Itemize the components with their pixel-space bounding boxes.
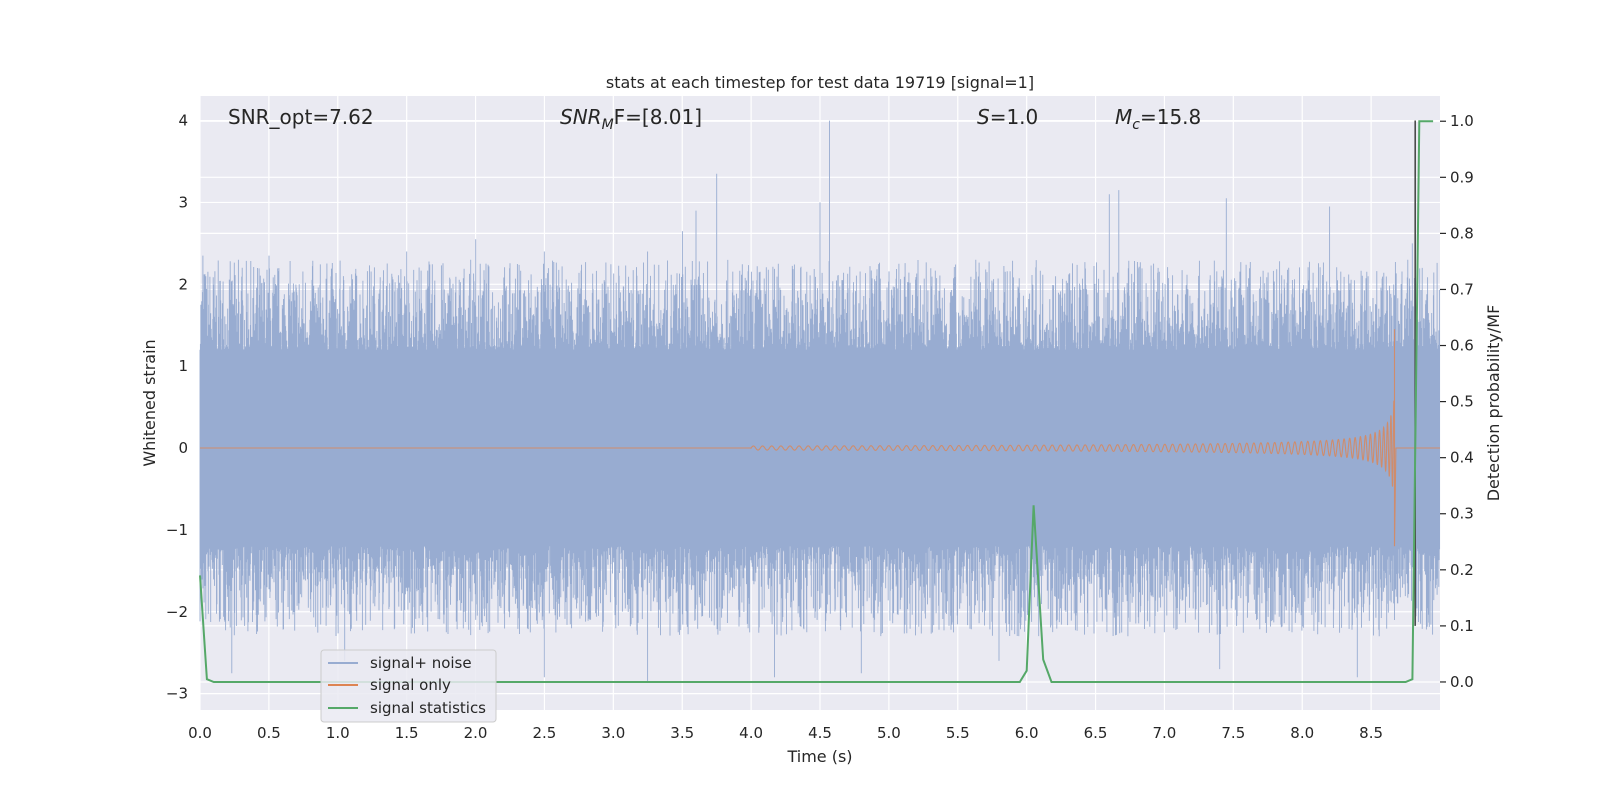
y-axis-label: Whitened strain — [140, 339, 159, 466]
y-tick-label: 2 — [178, 275, 188, 293]
x-tick-label: 3.0 — [601, 724, 625, 742]
right-y-tick-label: 0.8 — [1450, 224, 1474, 242]
legend-label-signal: signal only — [370, 676, 451, 694]
x-tick-label: 7.5 — [1221, 724, 1245, 742]
right-y-tick-labels: 0.0 0.1 0.2 0.3 0.4 0.5 0.6 0.7 0.8 0.9 1.0 — [1440, 112, 1474, 691]
s-label: S — [977, 105, 990, 129]
snr-mf-rest: F=[8.01] — [614, 105, 702, 129]
right-y-tick-label: 0.9 — [1450, 168, 1474, 186]
x-tick-label: 5.5 — [946, 724, 970, 742]
right-y-tick-label: 1.0 — [1450, 112, 1474, 130]
y-tick-label: −1 — [166, 521, 188, 539]
x-tick-label: 5.0 — [877, 724, 901, 742]
y-tick-label: 3 — [178, 193, 188, 211]
x-tick-label: 1.5 — [395, 724, 419, 742]
snr-mf-annotation: SNRMF=[8.01] — [560, 105, 702, 133]
mc-base: M — [1115, 105, 1132, 129]
mc-annotation: Mc=15.8 — [1115, 105, 1201, 133]
y-tick-label: 0 — [178, 439, 188, 457]
right-y-tick-label: 0.6 — [1450, 337, 1474, 355]
statistics-line — [199, 120, 1434, 683]
mc-value: =15.8 — [1140, 105, 1201, 129]
x-tick-label: 6.0 — [1015, 724, 1039, 742]
x-tick-label: 4.5 — [808, 724, 832, 742]
right-y-tick-label: 0.1 — [1450, 617, 1474, 635]
snr-opt-annotation: SNR_opt=7.62 — [228, 105, 374, 129]
snr-mf-sub: M — [602, 117, 614, 133]
x-tick-label: 8.0 — [1290, 724, 1314, 742]
snr-mf-base: SNR — [560, 105, 602, 129]
right-y-tick-label: 0.2 — [1450, 561, 1474, 579]
y-tick-label: −2 — [166, 603, 188, 621]
y-tick-label: −3 — [166, 685, 188, 703]
y-tick-labels: −3 −2 −1 0 1 2 3 4 — [166, 112, 188, 703]
y-tick-label: 4 — [178, 112, 188, 130]
x-tick-label: 6.5 — [1084, 724, 1108, 742]
right-y-tick-label: 0.0 — [1450, 673, 1474, 691]
statistics-series — [199, 120, 1434, 683]
x-tick-label: 3.5 — [670, 724, 694, 742]
x-tick-labels: 0.0 0.5 1.0 1.5 2.0 2.5 3.0 3.5 4.0 4.5 5.0 5.5 6.0 6… — [188, 724, 1383, 742]
chart-title: stats at each timestep for test data 197… — [606, 73, 1034, 92]
signal-line — [200, 329, 1440, 547]
s-annotation: S=1.0 — [977, 105, 1038, 129]
legend: signal+ noise signal only signal statist… — [320, 649, 497, 723]
mc-sub: c — [1132, 117, 1140, 133]
x-tick-label: 2.5 — [533, 724, 557, 742]
right-y-tick-label: 0.3 — [1450, 505, 1474, 523]
legend-label-stats: signal statistics — [370, 699, 486, 717]
noise-series — [199, 120, 1441, 682]
x-tick-label: 1.0 — [326, 724, 350, 742]
s-value: =1.0 — [990, 105, 1039, 129]
x-tick-label: 4.0 — [739, 724, 763, 742]
right-y-tick-label: 0.5 — [1450, 393, 1474, 411]
legend-label-noise: signal+ noise — [370, 654, 472, 672]
x-tick-label: 8.5 — [1359, 724, 1383, 742]
x-tick-label: 0.0 — [188, 724, 212, 742]
x-tick-label: 2.0 — [464, 724, 488, 742]
x-axis-label: Time (s) — [786, 747, 852, 766]
right-y-tick-label: 0.7 — [1450, 280, 1474, 298]
x-tick-label: 7.0 — [1153, 724, 1177, 742]
right-y-tick-label: 0.4 — [1450, 449, 1474, 467]
noise-line — [199, 120, 1441, 682]
right-y-axis-label: Detection probability/MF — [1484, 305, 1503, 502]
y-tick-label: 1 — [178, 357, 188, 375]
legend-box — [320, 649, 497, 723]
x-tick-label: 0.5 — [257, 724, 281, 742]
